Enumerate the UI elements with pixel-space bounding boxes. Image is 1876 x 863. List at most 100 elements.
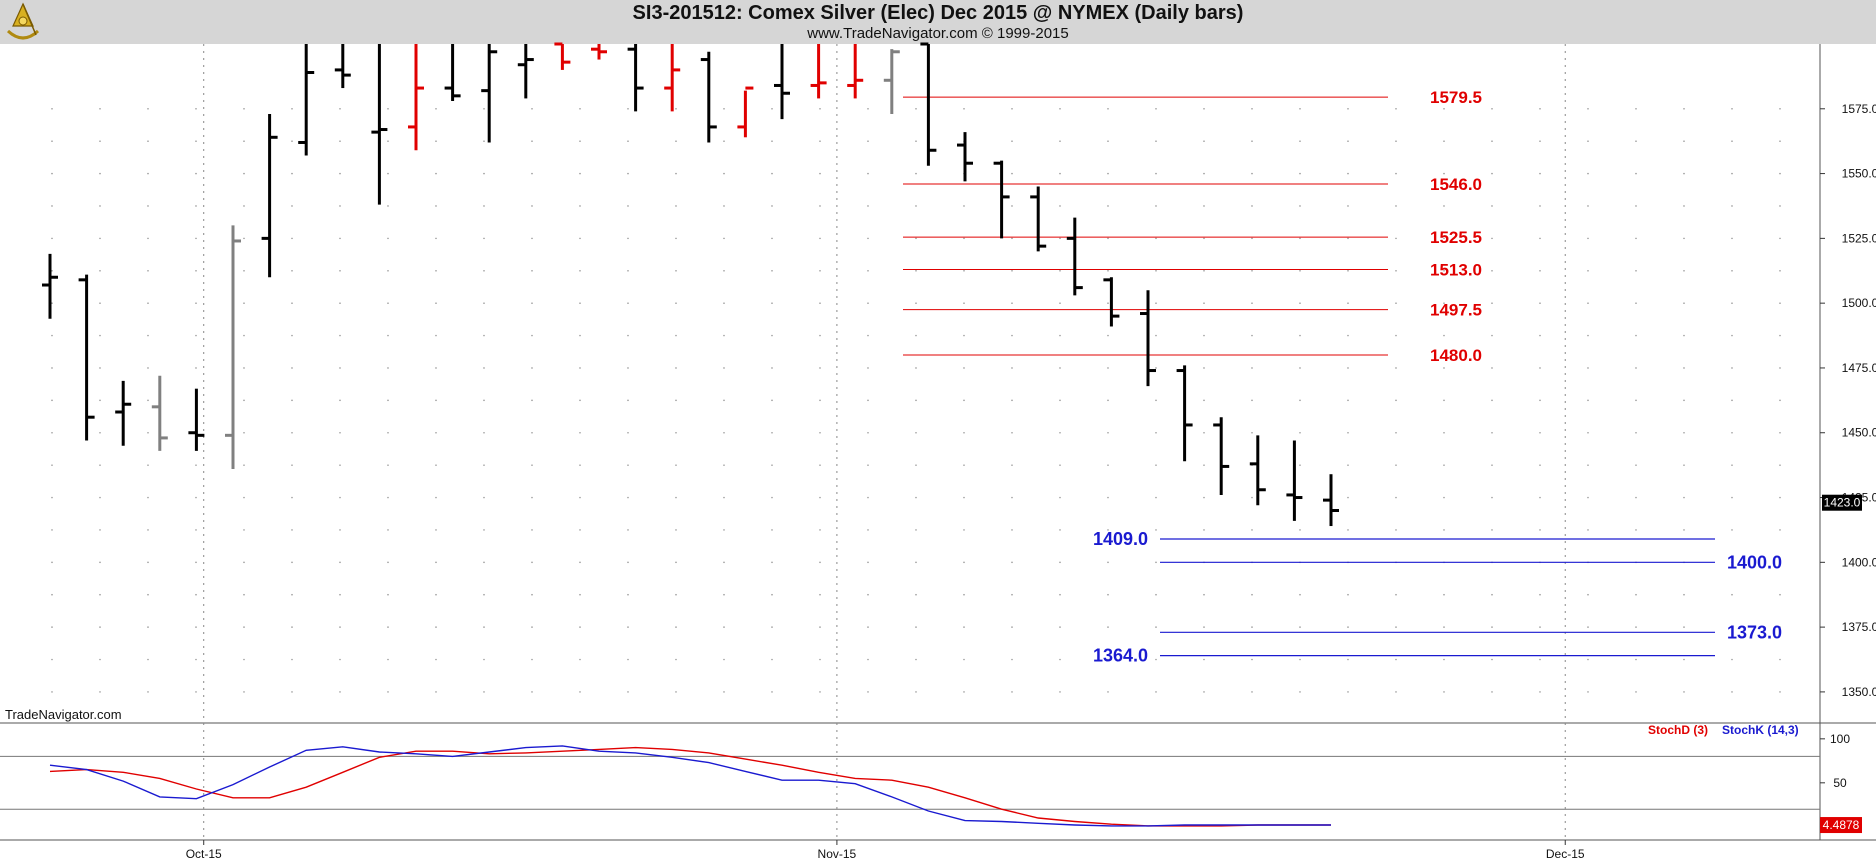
grid-dot [771,691,773,693]
grid-dot [99,561,101,564]
grid-dot [1011,140,1013,142]
grid-dot [675,269,677,272]
grid-dot [915,107,917,110]
grid-dot [1203,464,1205,466]
grid-dot [867,205,869,207]
grid-dot [1011,107,1013,110]
support-label: 1400.0 [1727,552,1782,572]
grid-dot [531,561,533,564]
grid-dot [1155,334,1157,337]
grid-dot [915,561,917,564]
grid-dot [435,237,437,240]
grid-dot [1539,464,1541,466]
grid-dot [1059,561,1061,564]
grid-dot [1443,464,1445,466]
grid-dot [483,172,485,175]
grid-dot [1491,205,1493,207]
grid-dot [531,269,533,272]
grid-dot [1203,529,1205,531]
grid-dot [1347,302,1349,304]
grid-dot [867,496,869,499]
grid-dot [819,237,821,240]
grid-dot [291,431,293,434]
grid-dot [339,367,341,369]
grid-dot [579,399,581,402]
ohlc-bar [371,44,388,205]
grid-dot [1059,269,1061,272]
grid-dot [435,626,437,628]
grid-dot [1443,431,1445,434]
ohlc-bar [78,274,95,441]
grid-dot [1491,367,1493,369]
grid-dot [1587,334,1589,337]
grid-dot [1539,529,1541,531]
ohlc-bar [517,44,534,99]
grid-dots [51,107,1781,693]
grid-dot [1155,593,1157,596]
grid-dot [1731,464,1733,466]
grid-dot [1443,626,1445,628]
grid-dot [51,399,53,402]
grid-dot [579,172,581,175]
grid-dot [675,431,677,434]
grid-dot [1635,658,1637,661]
grid-dot [579,658,581,661]
grid-dot [1299,626,1301,628]
grid-dot [1779,205,1781,207]
ohlc-bars [42,42,1339,527]
grid-dot [1635,302,1637,304]
grid-dot [1011,334,1013,337]
chart-subtitle: www.TradeNavigator.com © 1999-2015 [807,25,1069,42]
grid-dot [1587,367,1589,369]
grid-dot [51,529,53,531]
grid-dot [723,302,725,304]
grid-dot [1635,107,1637,110]
grid-dot [1587,302,1589,304]
grid-dot [291,561,293,564]
grid-dot [435,302,437,304]
grid-dot [387,205,389,207]
grid-dot [1683,431,1685,434]
grid-dot [1443,172,1445,175]
grid-dot [867,302,869,304]
grid-dot [1107,399,1109,402]
grid-dot [1635,691,1637,693]
grid-dot [627,302,629,304]
grid-dot [819,367,821,369]
grid-dot [675,561,677,564]
grid-dot [675,464,677,466]
grid-dot [1299,140,1301,142]
grid-dot [531,367,533,369]
grid-dot [915,172,917,175]
grid-dot [1443,658,1445,661]
grid-dot [99,464,101,466]
grid-dot [483,237,485,240]
grid-dot [627,107,629,110]
grid-dot [1779,367,1781,369]
grid-dot [579,691,581,693]
grid-dot [963,464,965,466]
grid-dot [1683,302,1685,304]
grid-dot [1587,172,1589,175]
grid-dot [1251,593,1253,596]
grid-dot [867,464,869,466]
grid-dot [1395,172,1397,175]
grid-dot [675,593,677,596]
grid-dot [531,172,533,175]
ohlc-bar [847,44,864,99]
grid-dot [387,561,389,564]
grid-dot [387,107,389,110]
grid-dot [291,172,293,175]
grid-dot [627,658,629,661]
stoch-last-value-label: 4.4878 [1823,818,1860,832]
grid-dot [51,205,53,207]
grid-dot [1779,172,1781,175]
grid-dot [1635,431,1637,434]
grid-dot [99,140,101,142]
grid-dot [627,140,629,142]
grid-dot [1395,464,1397,466]
grid-dot [1491,172,1493,175]
last-price-label: 1423.0 [1824,496,1861,510]
grid-dot [1059,399,1061,402]
grid-dot [1683,269,1685,272]
